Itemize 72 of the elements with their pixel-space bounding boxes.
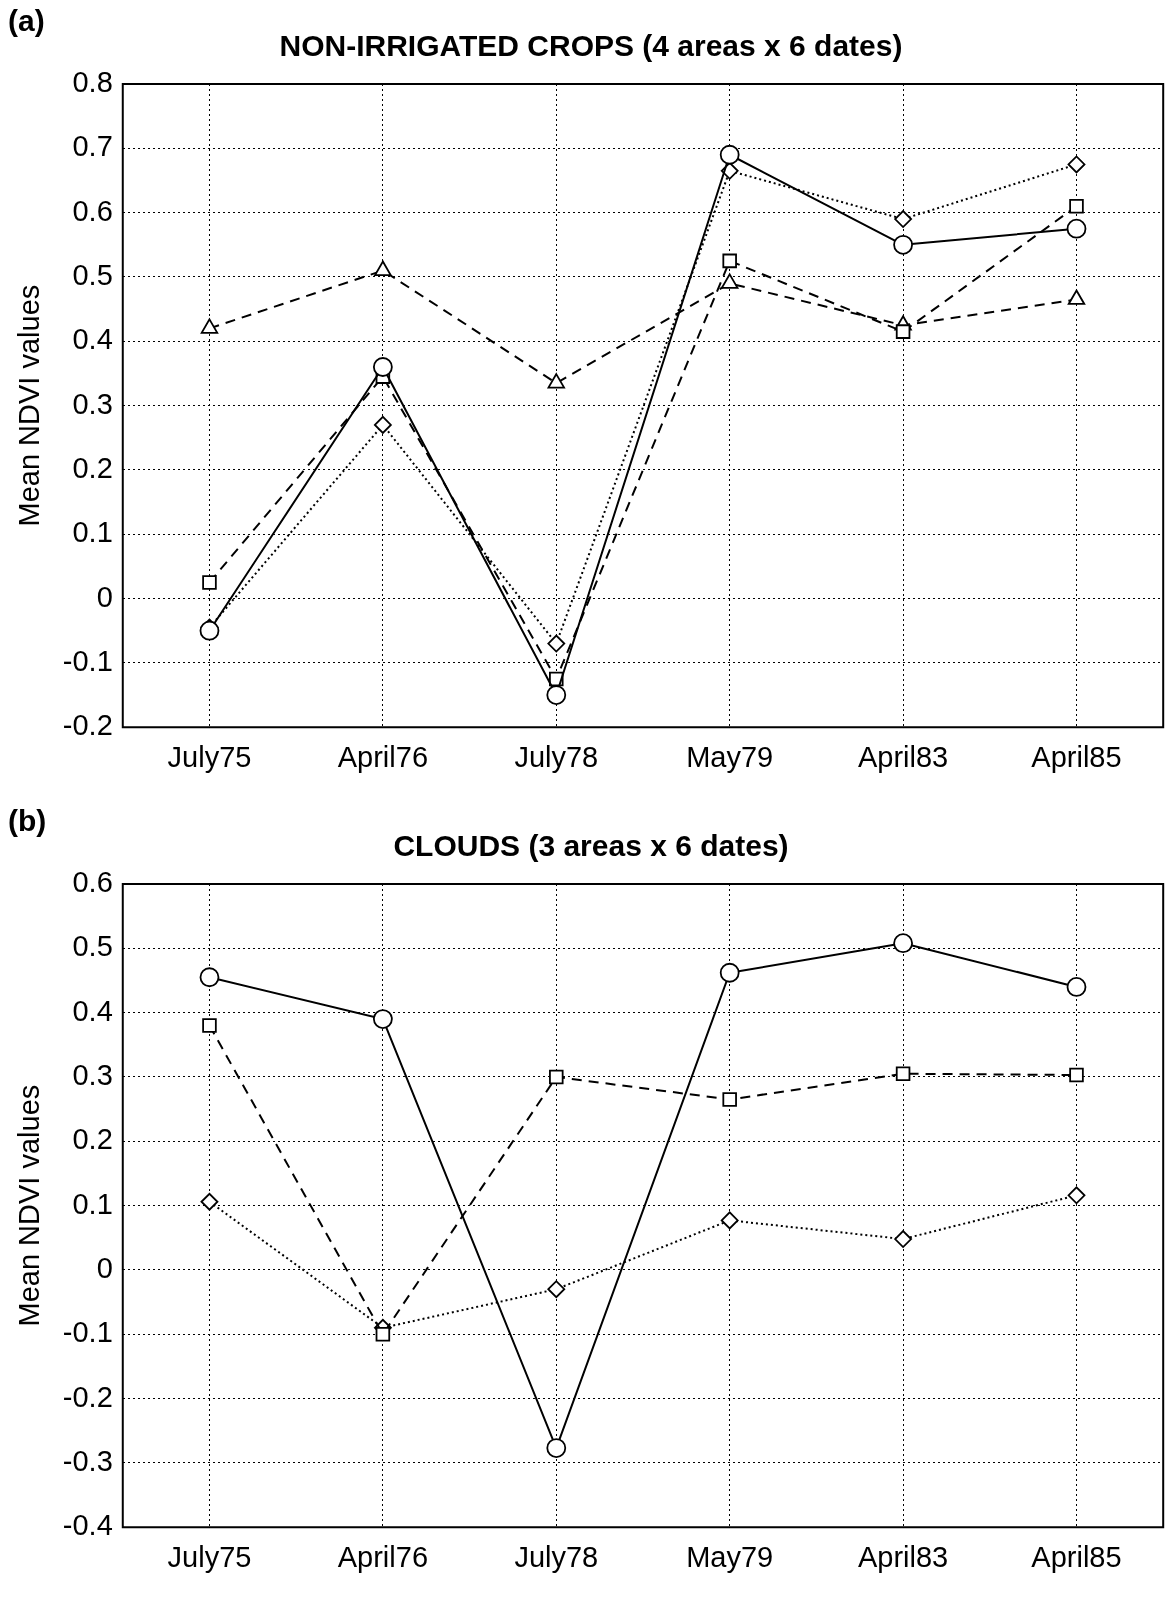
point	[894, 1230, 912, 1248]
point	[722, 253, 737, 269]
point	[199, 620, 220, 641]
point	[202, 1018, 217, 1033]
point	[893, 234, 913, 255]
point	[894, 210, 912, 228]
point	[546, 1438, 567, 1458]
x-tick-label: May79	[686, 740, 774, 773]
point	[893, 933, 913, 954]
y-tick-label: 0	[96, 580, 113, 613]
y-tick-label: 0.6	[72, 194, 113, 227]
y-tick-label: 0.2	[72, 1123, 113, 1156]
point	[1069, 1067, 1084, 1083]
point	[200, 1192, 219, 1211]
x-tick-label: April76	[337, 740, 429, 773]
point	[895, 1066, 911, 1082]
point	[549, 1069, 564, 1085]
y-tick-label: 0.7	[72, 130, 113, 163]
x-tick-label: May79	[686, 1540, 774, 1573]
text: (a)	[8, 4, 45, 38]
y-tick-label: 0.8	[72, 66, 113, 98]
y-tick-label: 0.4	[72, 994, 113, 1027]
y-tick-label: 0.5	[72, 930, 113, 963]
point	[719, 144, 740, 165]
point	[547, 1280, 566, 1299]
y-tick-label: 0.4	[72, 323, 113, 356]
point	[547, 373, 565, 389]
point	[372, 1009, 393, 1029]
x-tick-label: July78	[514, 740, 599, 773]
y-tick-label: -0.2	[62, 709, 113, 742]
point	[199, 967, 220, 988]
x-tick-label: April83	[857, 740, 949, 773]
x-tick-label: July75	[167, 740, 252, 773]
chart-title: NON-IRRIGATED CROPS (4 areas x 6 dates)	[279, 29, 903, 63]
point	[1066, 977, 1087, 997]
y-axis-title: Mean NDVI values	[13, 284, 46, 527]
y-tick-label: 0	[96, 1251, 113, 1284]
y-tick-label: -0.1	[62, 1316, 113, 1349]
y-tick-label: -0.3	[62, 1444, 113, 1477]
y-tick-label: 0.5	[72, 258, 113, 291]
point	[720, 1211, 739, 1230]
y-tick-label: -0.1	[62, 644, 113, 677]
y-tick-label: 0.1	[72, 1187, 113, 1220]
point	[372, 357, 393, 377]
y-tick-label: -0.2	[62, 1380, 113, 1413]
point	[1066, 218, 1087, 239]
y-tick-label: 0.3	[72, 1058, 113, 1091]
point	[546, 685, 567, 705]
point	[202, 575, 217, 590]
x-tick-label: July75	[167, 1540, 252, 1573]
point	[1067, 155, 1086, 174]
y-tick-label: -0.4	[62, 1509, 113, 1542]
point	[375, 1326, 391, 1342]
y-tick-label: 0.2	[72, 451, 113, 484]
text: (b)	[8, 804, 47, 838]
x-tick-label: April85	[1031, 740, 1122, 773]
point	[1067, 1186, 1086, 1205]
point	[1069, 198, 1084, 214]
x-tick-label: April85	[1031, 1540, 1122, 1573]
y-tick-label: 0.6	[72, 866, 113, 898]
chart-title: CLOUDS (3 areas x 6 dates)	[393, 829, 789, 863]
point	[895, 324, 911, 339]
point	[719, 962, 740, 983]
x-tick-label: April76	[337, 1540, 429, 1573]
point	[722, 1092, 737, 1107]
x-tick-label: April83	[857, 1540, 949, 1573]
y-tick-label: 0.3	[72, 387, 113, 420]
point	[373, 416, 392, 434]
x-tick-label: July78	[514, 1540, 599, 1573]
point	[547, 634, 566, 653]
y-axis-title: Mean NDVI values	[13, 1084, 46, 1327]
y-tick-label: 0.1	[72, 516, 113, 549]
